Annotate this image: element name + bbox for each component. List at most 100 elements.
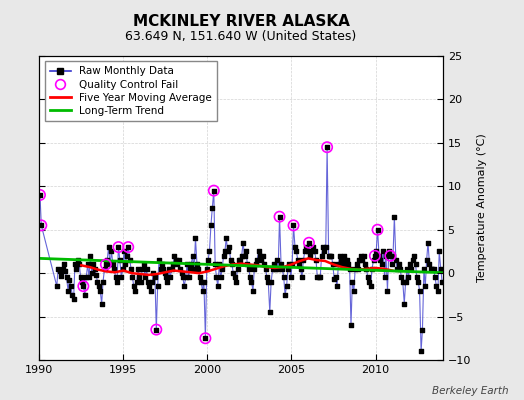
Point bbox=[389, 252, 397, 259]
Point bbox=[299, 257, 308, 263]
Point bbox=[177, 270, 185, 276]
Point bbox=[242, 248, 250, 255]
Point bbox=[314, 274, 323, 281]
Point bbox=[210, 188, 218, 194]
Point bbox=[428, 266, 436, 272]
Point bbox=[88, 270, 96, 276]
Point bbox=[287, 274, 295, 281]
Point bbox=[411, 261, 420, 268]
Text: MCKINLEY RIVER ALASKA: MCKINLEY RIVER ALASKA bbox=[133, 14, 350, 29]
Point bbox=[364, 274, 372, 281]
Point bbox=[102, 261, 110, 268]
Point bbox=[425, 261, 434, 268]
Point bbox=[353, 261, 361, 268]
Point bbox=[152, 326, 160, 333]
Point bbox=[37, 222, 46, 228]
Point bbox=[326, 252, 334, 259]
Point bbox=[184, 274, 193, 281]
Point bbox=[208, 205, 216, 211]
Point bbox=[303, 248, 312, 255]
Point bbox=[376, 257, 385, 263]
Point bbox=[93, 279, 102, 285]
Point bbox=[52, 283, 61, 289]
Point bbox=[116, 257, 124, 263]
Point bbox=[291, 244, 299, 250]
Point bbox=[83, 261, 92, 268]
Point bbox=[155, 257, 163, 263]
Point bbox=[78, 279, 86, 285]
Point bbox=[172, 257, 180, 263]
Point bbox=[318, 252, 326, 259]
Point bbox=[250, 266, 258, 272]
Point bbox=[107, 248, 116, 255]
Point bbox=[158, 261, 166, 268]
Point bbox=[179, 274, 187, 281]
Point bbox=[135, 274, 144, 281]
Point bbox=[405, 274, 413, 281]
Point bbox=[64, 287, 72, 294]
Point bbox=[79, 283, 88, 289]
Point bbox=[260, 261, 268, 268]
Point bbox=[241, 252, 249, 259]
Point bbox=[221, 248, 229, 255]
Point bbox=[144, 279, 152, 285]
Point bbox=[420, 266, 428, 272]
Point bbox=[152, 326, 160, 333]
Point bbox=[271, 266, 279, 272]
Point bbox=[284, 266, 292, 272]
Point bbox=[191, 235, 200, 242]
Point bbox=[187, 261, 195, 268]
Point bbox=[374, 226, 382, 233]
Point bbox=[211, 261, 220, 268]
Point bbox=[79, 283, 88, 289]
Point bbox=[197, 279, 205, 285]
Point bbox=[190, 266, 198, 272]
Point bbox=[379, 248, 387, 255]
Point bbox=[169, 261, 177, 268]
Point bbox=[195, 274, 204, 281]
Point bbox=[312, 257, 320, 263]
Point bbox=[61, 268, 69, 275]
Point bbox=[145, 283, 154, 289]
Point bbox=[154, 283, 162, 289]
Point bbox=[436, 266, 445, 272]
Point bbox=[410, 252, 418, 259]
Point bbox=[409, 257, 417, 263]
Point bbox=[54, 266, 62, 272]
Point bbox=[297, 266, 305, 272]
Point bbox=[181, 274, 190, 281]
Point bbox=[210, 188, 218, 194]
Point bbox=[236, 257, 245, 263]
Point bbox=[151, 274, 159, 281]
Point bbox=[138, 266, 146, 272]
Point bbox=[127, 266, 135, 272]
Point bbox=[427, 266, 435, 272]
Point bbox=[328, 252, 336, 259]
Point bbox=[110, 266, 118, 272]
Point bbox=[322, 244, 330, 250]
Point bbox=[148, 279, 156, 285]
Point bbox=[313, 274, 322, 281]
Point bbox=[67, 283, 75, 289]
Point bbox=[162, 274, 170, 281]
Point bbox=[95, 283, 103, 289]
Point bbox=[281, 292, 289, 298]
Point bbox=[323, 144, 331, 150]
Point bbox=[102, 261, 110, 268]
Point bbox=[165, 266, 173, 272]
Point bbox=[201, 335, 210, 342]
Point bbox=[225, 244, 233, 250]
Point bbox=[339, 261, 347, 268]
Point bbox=[337, 257, 345, 263]
Point bbox=[252, 261, 260, 268]
Point bbox=[432, 283, 441, 289]
Point bbox=[355, 257, 364, 263]
Point bbox=[89, 261, 97, 268]
Point bbox=[282, 283, 291, 289]
Point bbox=[358, 257, 366, 263]
Point bbox=[91, 266, 99, 272]
Point bbox=[176, 266, 184, 272]
Point bbox=[85, 274, 93, 281]
Point bbox=[205, 248, 214, 255]
Point bbox=[68, 292, 77, 298]
